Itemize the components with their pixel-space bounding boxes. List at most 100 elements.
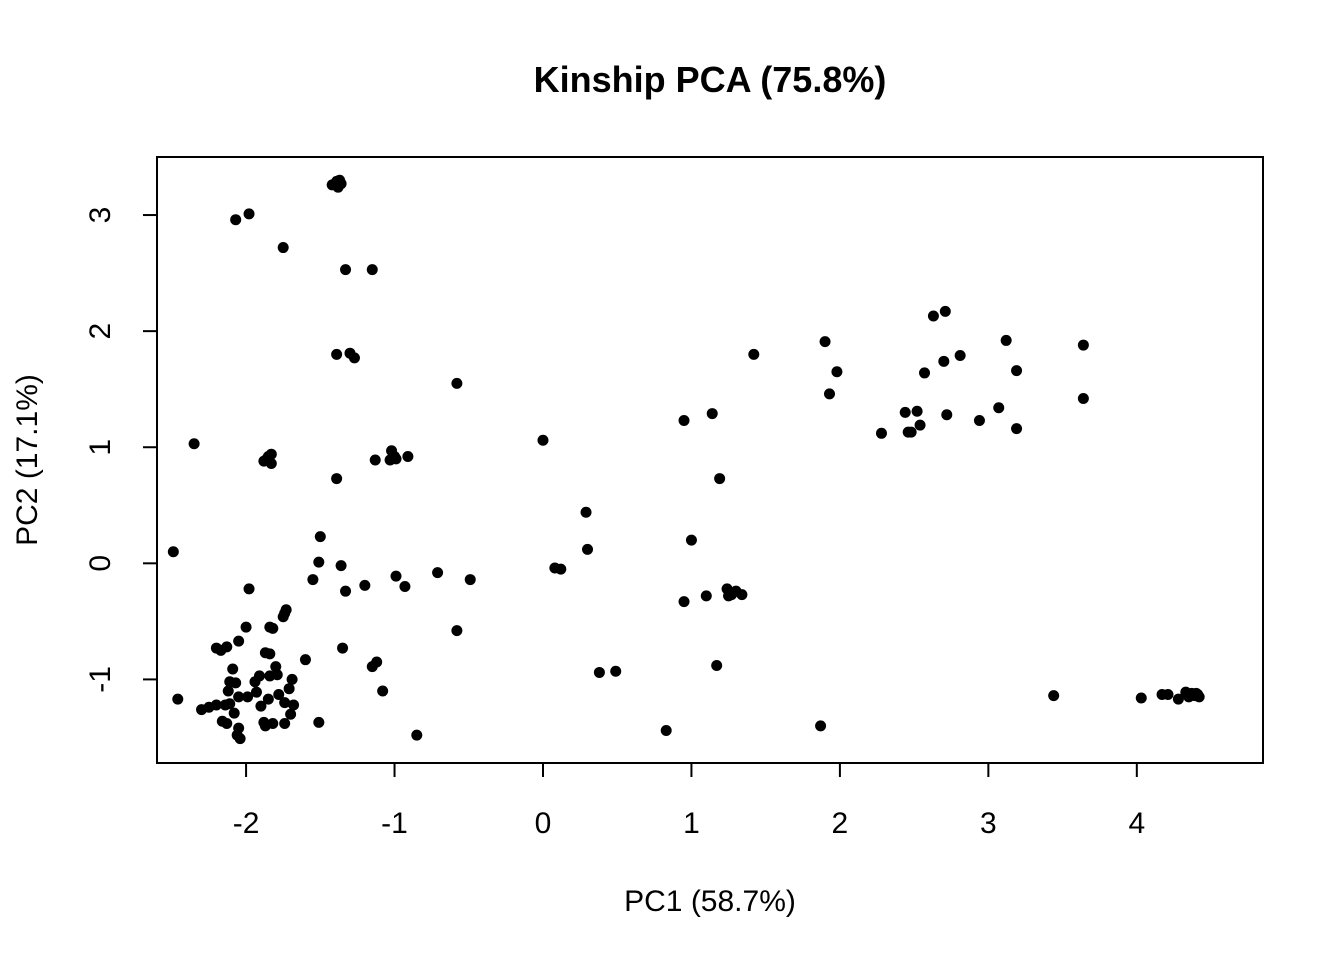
data-point xyxy=(337,642,349,654)
data-point xyxy=(366,264,378,276)
data-point xyxy=(242,691,254,703)
data-point xyxy=(340,264,352,276)
data-point xyxy=(815,720,827,732)
data-point xyxy=(348,352,360,364)
data-point xyxy=(973,415,985,427)
data-point xyxy=(271,669,283,681)
x-tick-label: 1 xyxy=(683,807,700,840)
data-point xyxy=(954,350,966,362)
data-point xyxy=(941,409,953,421)
plot-frame xyxy=(156,156,1264,764)
data-point xyxy=(938,355,950,367)
data-point xyxy=(267,718,279,730)
data-point xyxy=(234,733,246,745)
data-point xyxy=(939,305,951,317)
data-point xyxy=(660,724,672,736)
x-tick-label: 3 xyxy=(980,807,997,840)
y-tick-label: 1 xyxy=(84,439,117,456)
data-point xyxy=(1048,690,1060,702)
data-point xyxy=(736,589,748,601)
data-point xyxy=(919,367,931,379)
data-point xyxy=(233,635,245,647)
data-point xyxy=(451,377,463,389)
x-tick-label: -2 xyxy=(233,807,260,840)
data-point xyxy=(377,685,389,697)
data-point xyxy=(911,405,923,417)
data-point xyxy=(331,348,343,360)
data-point xyxy=(402,451,414,463)
data-point xyxy=(332,181,344,193)
data-point xyxy=(580,506,592,518)
x-tick-label: 4 xyxy=(1128,807,1145,840)
data-point xyxy=(250,686,262,698)
data-point xyxy=(277,242,289,254)
data-point xyxy=(233,691,245,703)
data-point xyxy=(706,408,718,420)
data-point xyxy=(331,473,343,485)
data-point xyxy=(299,654,311,666)
data-point xyxy=(371,656,383,668)
x-axis: -2 -1 0 1 2 3 4 xyxy=(233,762,1145,840)
data-point xyxy=(899,406,911,418)
data-point xyxy=(390,570,402,582)
data-point xyxy=(1190,687,1202,699)
data-point xyxy=(831,366,843,378)
x-tick-label: 0 xyxy=(535,807,552,840)
data-point xyxy=(335,560,347,572)
data-point xyxy=(927,310,939,322)
data-point xyxy=(222,685,234,697)
data-point xyxy=(286,673,298,685)
data-point xyxy=(240,621,252,633)
data-point xyxy=(230,214,242,226)
data-point xyxy=(265,457,277,469)
data-point xyxy=(219,699,231,711)
data-point xyxy=(714,473,726,485)
data-point xyxy=(196,704,208,716)
data-point xyxy=(255,700,267,712)
data-point xyxy=(678,596,690,608)
data-point xyxy=(221,641,233,653)
data-point xyxy=(905,426,917,438)
data-point xyxy=(582,543,594,555)
data-point xyxy=(1162,689,1174,701)
data-point xyxy=(273,689,285,701)
data-point xyxy=(270,661,282,673)
chart-title: Kinship PCA (75.8%) xyxy=(534,59,887,100)
data-point xyxy=(277,611,289,623)
data-point xyxy=(1000,334,1012,346)
y-tick-label: -1 xyxy=(84,666,117,693)
data-points xyxy=(167,174,1205,745)
y-tick-label: 3 xyxy=(84,207,117,224)
data-point xyxy=(819,336,831,348)
data-point xyxy=(555,563,567,575)
data-point xyxy=(824,388,836,400)
data-point xyxy=(723,590,735,602)
data-point xyxy=(390,453,402,465)
data-point xyxy=(243,583,255,595)
data-point xyxy=(228,707,240,719)
data-point xyxy=(172,693,184,705)
data-point xyxy=(283,683,295,695)
x-tick-label: -1 xyxy=(381,807,408,840)
x-axis-label: PC1 (58.7%) xyxy=(624,885,796,918)
data-point xyxy=(188,438,200,450)
data-point xyxy=(230,677,242,689)
data-point xyxy=(451,625,463,637)
data-point xyxy=(1077,339,1089,351)
data-point xyxy=(1077,392,1089,404)
x-tick-label: 2 xyxy=(832,807,849,840)
data-point xyxy=(227,663,239,675)
data-point xyxy=(264,648,276,660)
data-point xyxy=(464,574,476,586)
data-point xyxy=(285,708,297,720)
data-point xyxy=(875,427,887,439)
data-point xyxy=(249,676,261,688)
data-point xyxy=(1011,423,1023,435)
data-point xyxy=(993,402,1005,414)
data-point xyxy=(288,699,300,711)
data-point xyxy=(610,665,622,677)
data-point xyxy=(1172,693,1184,705)
data-point xyxy=(678,415,690,427)
data-point xyxy=(314,531,326,543)
